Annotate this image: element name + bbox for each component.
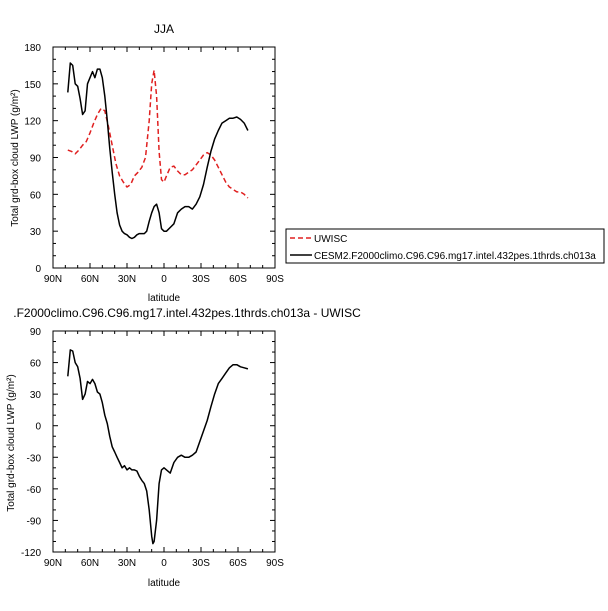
bottom-y-tick-label: 90 — [30, 327, 42, 338]
top-series-line-uwisc — [67, 69, 249, 199]
bottom-x-tick-label: 30N — [118, 558, 136, 569]
top-y-tick-label: 60 — [30, 190, 42, 201]
bottom-x-tick-label: 30S — [192, 558, 210, 569]
top-y-tick-label: 0 — [35, 264, 41, 275]
top-x-tick-label: 30N — [118, 274, 136, 285]
legend-label-cesm: CESM2.F2000climo.C96.C96.mg17.intel.432p… — [314, 251, 596, 262]
top-x-tick-label: 60N — [81, 274, 99, 285]
bottom-y-tick-label: 60 — [30, 359, 42, 370]
top-y-tick-label: 30 — [30, 227, 42, 238]
bottom-series-group — [67, 349, 249, 545]
bottom-x-tick-label: 90S — [266, 558, 284, 569]
top-x-tick-label: 60S — [229, 274, 247, 285]
bottom-panel: .F2000climo.C96.C96.mg17.intel.432pes.1t… — [6, 306, 361, 589]
bottom-x-tick-label: 60N — [81, 558, 99, 569]
top-y-tick-label: 180 — [24, 43, 41, 54]
top-x-axis: 90N 60N 30N 0 30S 60S 90S — [44, 47, 284, 285]
top-chart-title: JJA — [154, 22, 174, 36]
top-x-tick-label: 90S — [266, 274, 284, 285]
top-y-tick-label: 120 — [24, 117, 41, 128]
bottom-x-tick-label: 90N — [44, 558, 62, 569]
top-series-group — [67, 62, 249, 240]
legend-box — [285, 228, 605, 264]
legend: UWISC CESM2.F2000climo.C96.C96.mg17.inte… — [285, 228, 605, 264]
top-plot-frame — [52, 46, 276, 269]
top-x-tick-label: 0 — [161, 274, 167, 285]
bottom-x-axis: 90N 60N 30N 0 30S 60S 90S — [44, 331, 284, 569]
bottom-x-tick-label: 60S — [229, 558, 247, 569]
bottom-x-tick-label: 0 — [161, 558, 167, 569]
top-x-axis-label: latitude — [148, 293, 181, 304]
bottom-y-axis: -120 -90 -60 -30 0 30 60 90 — [21, 327, 275, 559]
bottom-y-tick-label: -60 — [27, 485, 42, 496]
bottom-y-tick-label: -120 — [21, 548, 41, 559]
bottom-y-axis-label: Total grd-box cloud LWP (g/m²) — [6, 374, 17, 511]
bottom-series-line-difference — [67, 349, 249, 545]
legend-label-uwisc: UWISC — [314, 234, 347, 245]
top-series-line-cesm — [67, 62, 249, 240]
top-y-tick-label: 150 — [24, 80, 41, 91]
bottom-y-tick-label: -90 — [27, 516, 42, 527]
bottom-y-tick-label: 0 — [35, 422, 41, 433]
bottom-chart-title: .F2000climo.C96.C96.mg17.intel.432pes.1t… — [13, 306, 361, 320]
bottom-y-tick-label: -30 — [27, 453, 42, 464]
top-y-axis: 0 30 60 90 120 150 180 — [24, 43, 275, 275]
top-x-tick-label: 90N — [44, 274, 62, 285]
top-y-axis-label: Total grd-box cloud LWP (g/m²) — [10, 89, 21, 226]
bottom-plot-frame — [52, 330, 276, 553]
top-panel: JJA 90N 60N 30N 0 30S 60S 90S 0 30 60 90 120 150 180… — [10, 22, 284, 304]
top-x-tick-label: 30S — [192, 274, 210, 285]
bottom-x-axis-label: latitude — [148, 578, 181, 589]
bottom-y-tick-label: 30 — [30, 390, 42, 401]
top-y-tick-label: 90 — [30, 154, 42, 165]
